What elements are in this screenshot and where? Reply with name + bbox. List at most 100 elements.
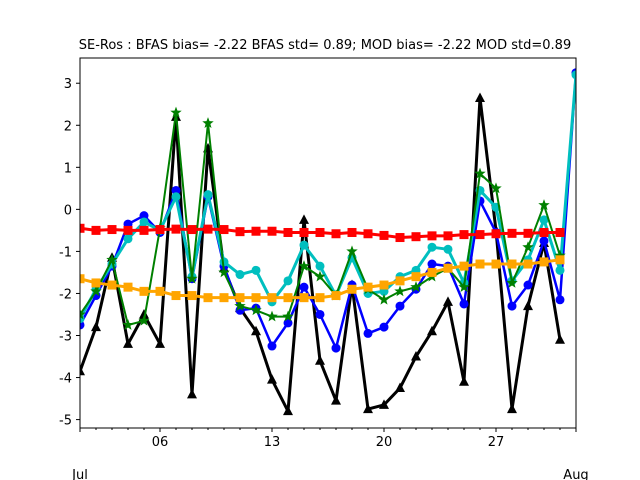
chart-title: SE-Ros : BFAS bias= -2.22 BFAS std= 0.89… [79,38,571,53]
series-1-point [331,343,341,353]
series-4-point [171,224,181,234]
series-0-point [299,214,309,224]
series-1-point [379,322,389,332]
series-4-point [235,227,245,237]
series-3-point [410,281,422,292]
series-4-point [475,230,485,240]
y-tick-label: -2 [59,287,72,302]
series-4-point [443,231,453,241]
x-tick-label: 20 [376,435,393,450]
series-2-point [203,190,213,200]
series-1-point [507,301,517,311]
series-0-point [251,325,261,336]
series-5-point [443,263,453,273]
series-1 [80,68,576,353]
series-2-point [443,244,453,254]
series-4 [80,223,565,243]
y-tick-label: 1 [64,161,72,176]
series-5-point [91,278,101,288]
series-1-point [283,318,293,328]
series-4-point [427,231,437,241]
series-3-point [170,106,182,118]
series-5-point [155,286,165,296]
series-3-point [378,293,390,305]
series-5-point [123,282,133,292]
series-3-point [522,241,534,253]
x-tick-label: 27 [488,435,505,450]
x-month-label: Jul [71,468,88,480]
series-5-point [283,293,293,303]
series-3-point [458,281,470,292]
series-0-point [139,308,149,319]
series-4-point [123,225,133,235]
series-0-point [331,395,341,405]
series-4-point [267,226,277,236]
axes-layer: -5 -4 -3 -2 -1 0 1 2 3 06 13 20 27 Jul Aug [59,57,589,480]
series-0-point [395,382,405,393]
series-5-point [475,259,485,269]
series-4-point [507,228,517,238]
series-1-point [555,295,565,305]
series-4-point [219,225,229,235]
series-2 [80,70,576,324]
series-4-point [331,229,341,239]
series-0-point [523,300,533,311]
series-3-point [234,300,246,311]
series-0-point [267,374,277,384]
series-1-point [395,301,405,311]
series-2-point [427,242,437,252]
series-4-point [107,225,117,235]
series-2-point [571,70,576,80]
series-2-point [235,270,245,280]
series-3-point [490,182,502,194]
series-0-point [283,405,293,416]
series-4-point [539,227,549,237]
series-5-point [235,293,245,303]
series-5-point [139,286,149,296]
series-4-point [459,230,469,240]
series-5-point [251,293,261,303]
series-3-point [538,199,550,211]
series-3-point [138,314,150,326]
series-2-point [123,234,133,244]
x-tick-label: 13 [264,435,281,450]
series-5-point [219,293,229,303]
series-5-point [539,257,549,267]
series-5-point [299,293,309,303]
series-3-point [554,249,566,261]
series-4-point [251,226,261,236]
y-tick-label: -3 [59,330,72,345]
series-5-point [395,276,405,286]
series-layer [80,68,576,416]
series-4-point [283,227,293,237]
series-3-point [282,310,294,322]
series-3-point [218,266,230,278]
series-1-point [299,282,309,292]
series-5-point [171,291,181,301]
series-3-point [90,285,102,297]
series-2-point [139,217,149,227]
series-4-point [80,223,85,233]
series-2-point [251,265,261,275]
series-3-point [250,304,262,316]
series-3-point [474,167,486,179]
series-3-point [266,310,278,322]
series-4-point [347,227,357,237]
series-0-point [91,321,101,332]
series-4-point [411,232,421,242]
series-1-point [139,211,149,221]
series-4-point [555,227,565,237]
series-4-point [139,225,149,235]
plot-frame [79,57,577,429]
series-4-point [315,227,325,237]
series-3-point [80,308,86,320]
series-0-point [379,399,389,409]
y-tick-label: 2 [64,119,72,134]
y-tick-label: 0 [64,203,72,218]
series-0-point [363,403,373,414]
series-5-point [267,293,277,303]
series-2-point [315,261,325,271]
x-tick-label: 06 [152,435,169,450]
y-tick-label: 3 [64,77,72,92]
